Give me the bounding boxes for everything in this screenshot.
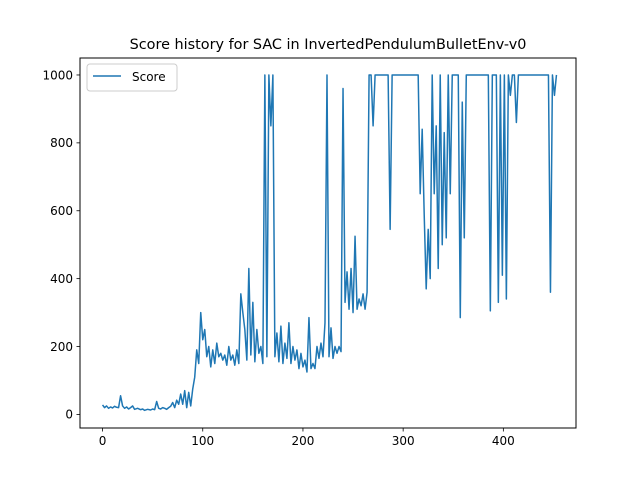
plot-frame xyxy=(79,57,577,429)
x-tick-label-400: 400 xyxy=(492,434,515,448)
x-tick-label-300: 300 xyxy=(392,434,415,448)
x-tick-label-0: 0 xyxy=(99,434,107,448)
legend: Score xyxy=(86,63,178,92)
y-tick-label-200: 200 xyxy=(50,340,73,354)
x-tick-label-100: 100 xyxy=(191,434,214,448)
x-tick-label-200: 200 xyxy=(291,434,314,448)
legend-box xyxy=(86,63,178,92)
y-tick-label-400: 400 xyxy=(50,272,73,286)
legend-label-score: Score xyxy=(132,70,166,84)
y-tick-label-800: 800 xyxy=(50,136,73,150)
y-tick-label-600: 600 xyxy=(50,204,73,218)
y-tick-label-0: 0 xyxy=(65,408,73,422)
y-tick-label-1000: 1000 xyxy=(42,68,73,82)
plot-area: 0 100 200 300 400 0 200 400 600 800 1000 xyxy=(42,57,577,448)
chart-title: Score history for SAC in InvertedPendulu… xyxy=(130,37,527,53)
series-line-score xyxy=(101,74,558,412)
axis-layer: 0 100 200 300 400 0 200 400 600 800 1000 xyxy=(42,68,514,448)
series-layer xyxy=(101,74,558,412)
